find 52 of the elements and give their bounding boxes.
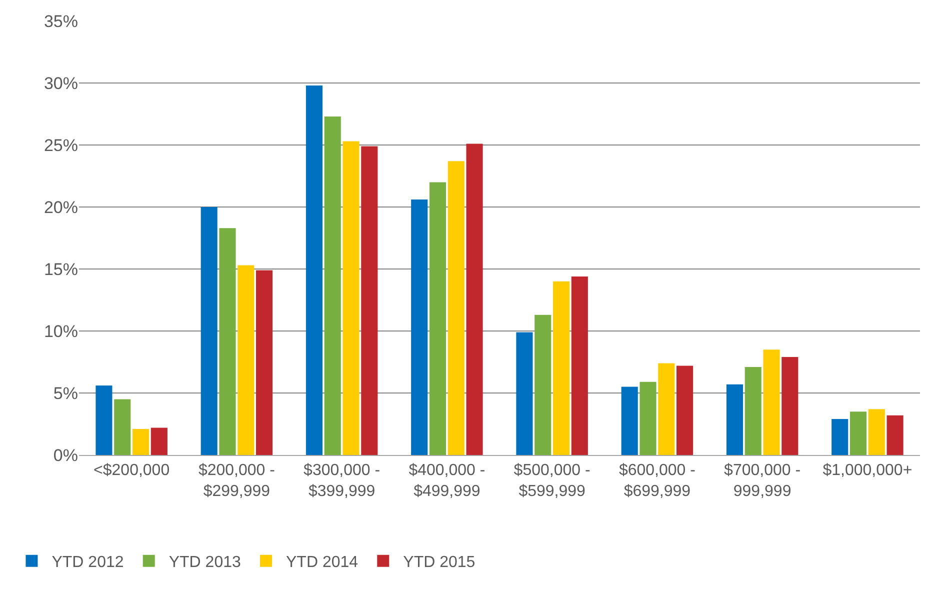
bar (640, 382, 656, 455)
bar (850, 412, 867, 455)
bar (132, 428, 150, 455)
x-tick-label: $600,000 - $699,999 (618, 462, 696, 500)
bar (238, 265, 254, 455)
bar (342, 141, 360, 455)
y-tick-label: 0% (53, 446, 78, 465)
legend-label: YTD 2012 (52, 554, 124, 572)
y-tick-label: 25% (44, 136, 78, 155)
bar (306, 85, 322, 455)
bar (200, 207, 218, 455)
bar (96, 386, 112, 455)
y-tick-label: 10% (44, 322, 78, 341)
bar (571, 276, 588, 455)
y-tick-label: 20% (44, 198, 78, 217)
x-tick-label: $400,000 - $499,999 (408, 462, 486, 500)
bar (886, 415, 904, 455)
legend-label: YTD 2015 (403, 554, 476, 572)
y-tick-label: 30% (44, 74, 78, 93)
y-tick-label: 15% (44, 260, 78, 279)
x-tick-label: <$200,000 (94, 462, 170, 480)
bar (782, 357, 798, 455)
bar (676, 366, 694, 455)
y-tick-label: 35% (44, 12, 78, 31)
bar (552, 281, 570, 455)
bar (726, 384, 743, 455)
bar (832, 419, 848, 455)
bar (411, 200, 428, 455)
bar (516, 332, 533, 455)
bar (114, 399, 131, 455)
bar (658, 363, 675, 455)
bar (534, 314, 552, 455)
bar (219, 228, 236, 455)
bar (868, 409, 885, 455)
x-tick-label: $1,000,000+ (822, 462, 912, 480)
bar (361, 146, 378, 455)
bar (621, 386, 638, 455)
bar (256, 270, 273, 455)
x-tick-label: $700,000 - 999,999 (724, 462, 801, 500)
legend-label: YTD 2013 (168, 554, 241, 572)
bar (429, 182, 446, 455)
y-tick-label: 5% (53, 384, 78, 403)
bar (150, 428, 168, 455)
x-tick-label: $500,000 - $599,999 (514, 462, 590, 500)
x-tick-label: $300,000 - $399,999 (304, 462, 380, 500)
bar (324, 116, 341, 455)
bar (448, 161, 464, 455)
bar (466, 144, 483, 455)
bar (763, 350, 780, 455)
legend-label: YTD 2014 (286, 554, 358, 572)
bar (744, 366, 762, 455)
x-tick-label: $200,000 - $299,999 (198, 462, 275, 500)
